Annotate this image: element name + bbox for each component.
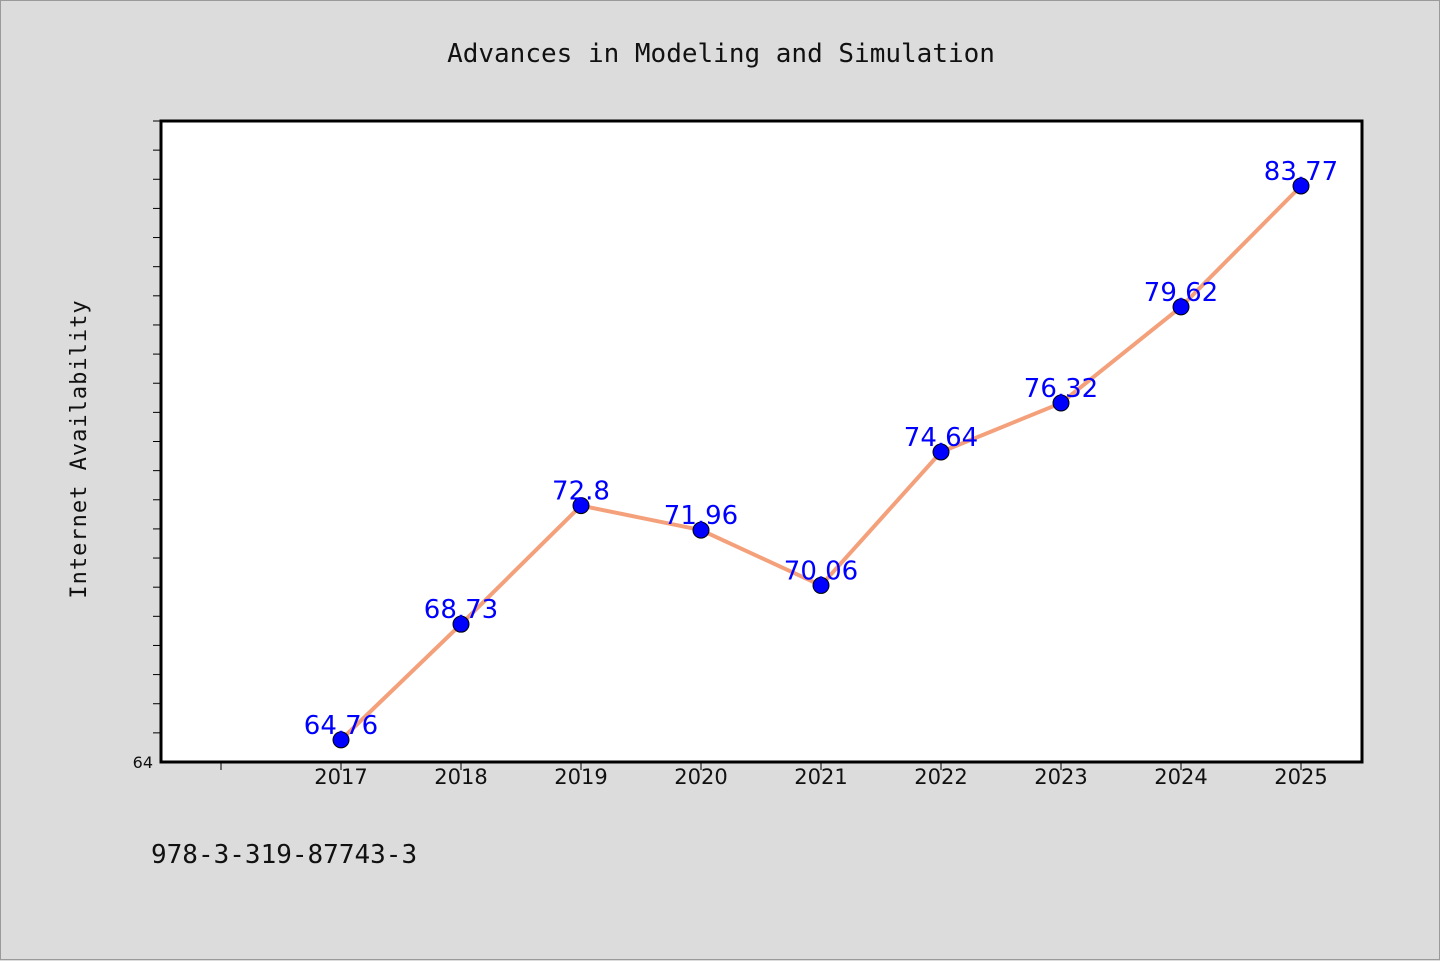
plot-area <box>159 119 1364 764</box>
data-label: 71.96 <box>664 501 738 531</box>
data-label: 70.06 <box>784 556 858 586</box>
data-point <box>812 576 830 594</box>
data-label: 68.73 <box>424 595 498 625</box>
data-point <box>332 731 350 749</box>
data-label: 64.76 <box>304 711 378 741</box>
data-label: 76.32 <box>1024 374 1098 404</box>
chart-title: Advances in Modeling and Simulation <box>447 39 995 69</box>
data-label: 79.62 <box>1144 278 1218 308</box>
data-point <box>692 521 710 539</box>
data-label: 72.8 <box>552 477 610 507</box>
data-label: 83.77 <box>1264 157 1338 187</box>
x-tick-label: 2024 <box>1154 765 1207 789</box>
x-tick-label: 2021 <box>794 765 847 789</box>
data-label: 74.64 <box>904 423 978 453</box>
series-group: 64.76 68.73 72.8 71.96 70.06 74.64 76.32 79.62 8… <box>304 157 1338 749</box>
x-axis-ticks: 2017 2018 2019 2020 2021 2022 2023 2024 2025 <box>220 762 1328 789</box>
data-point <box>572 497 590 515</box>
x-tick-label: 2017 <box>314 765 367 789</box>
data-point <box>932 443 950 461</box>
data-point <box>1052 394 1070 412</box>
data-point <box>1292 177 1310 195</box>
data-point <box>452 615 470 633</box>
x-tick-label: 2022 <box>914 765 967 789</box>
y-tick-label: 64 <box>133 753 153 772</box>
x-tick-label: 2019 <box>554 765 607 789</box>
y-axis-label: Internet Availability <box>67 299 92 598</box>
data-point <box>1172 298 1190 316</box>
isbn-text: 978-3-319-87743-3 <box>151 840 417 870</box>
x-tick-label: 2018 <box>434 765 487 789</box>
x-tick-label: 2020 <box>674 765 727 789</box>
y-axis-ticks: 64 <box>133 120 161 772</box>
x-tick-label: 2025 <box>1274 765 1327 789</box>
x-tick-label: 2023 <box>1034 765 1087 789</box>
